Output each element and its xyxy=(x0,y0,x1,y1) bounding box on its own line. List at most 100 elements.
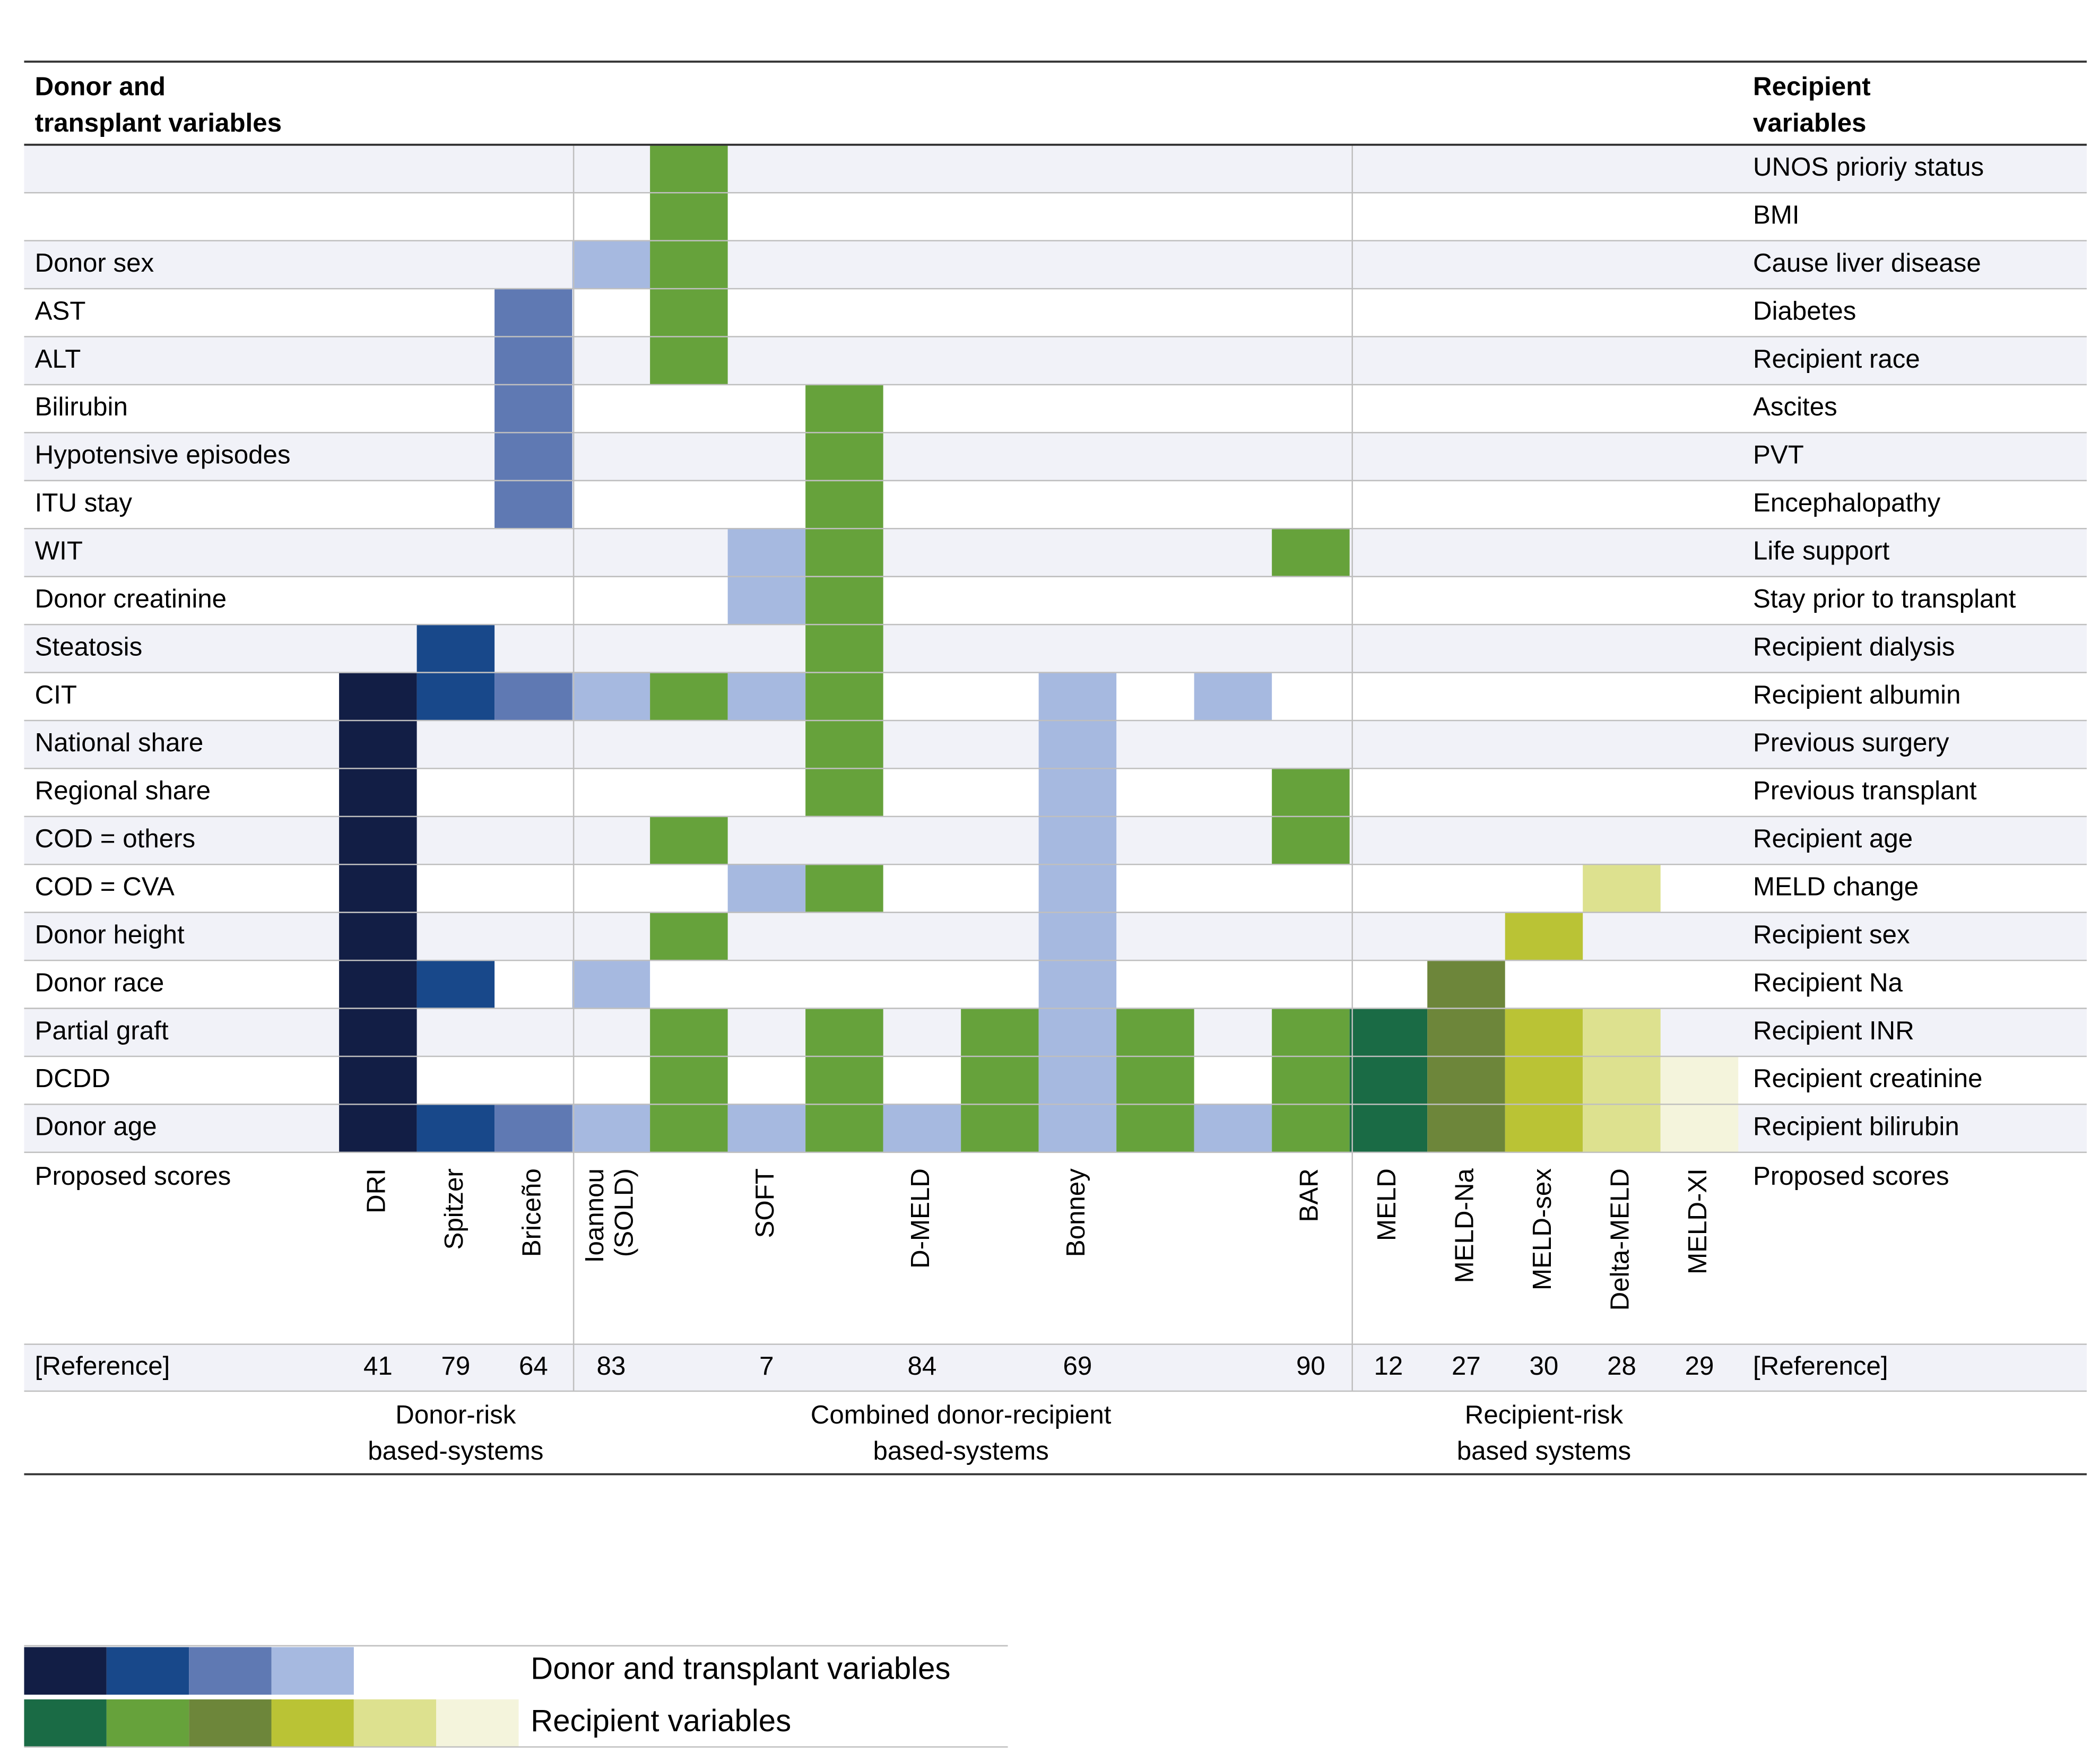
proposed-scores-label: Proposed scores xyxy=(35,1161,231,1191)
group-label: based-systems xyxy=(873,1436,1049,1465)
matrix-cells xyxy=(339,144,1739,1152)
group-label: Combined donor-recipient xyxy=(811,1400,1112,1429)
matrix-cell xyxy=(1583,1104,1661,1152)
group-label: Donor-risk xyxy=(395,1400,516,1429)
recipient-variable-label: Ascites xyxy=(1753,392,1837,421)
matrix-cell xyxy=(1038,720,1117,769)
reference-number: 28 xyxy=(1607,1351,1636,1381)
donor-variable-label: Hypotensive episodes xyxy=(35,440,291,470)
legend-recipient-swatch xyxy=(436,1699,519,1747)
matrix-cell xyxy=(1427,1104,1505,1152)
score-name-label: (SOLD) xyxy=(610,1168,639,1257)
donor-variable-label: CIT xyxy=(35,680,77,709)
matrix-cell xyxy=(494,480,572,529)
matrix-cell xyxy=(1272,768,1350,817)
donor-variable-label: Donor creatinine xyxy=(35,584,227,613)
matrix-cell xyxy=(1660,1104,1739,1152)
group-label: Recipient-risk xyxy=(1465,1400,1624,1429)
matrix-cell xyxy=(339,672,417,721)
recipient-variable-label: Diabetes xyxy=(1753,296,1856,325)
score-name-label: MELD-Na xyxy=(1450,1168,1479,1283)
matrix-cell xyxy=(805,720,883,769)
score-name-label: BAR xyxy=(1294,1168,1323,1222)
donor-variable-label: Donor sex xyxy=(35,248,154,277)
matrix-cell xyxy=(650,1008,728,1056)
reference-number: 41 xyxy=(363,1351,393,1381)
matrix-cell xyxy=(805,1008,883,1056)
matrix-cell xyxy=(727,864,806,913)
score-name-label: Bonney xyxy=(1061,1168,1090,1257)
reference-number: 83 xyxy=(596,1351,626,1381)
matrix-cell xyxy=(1116,1008,1194,1056)
recipient-variable-label: Life support xyxy=(1753,536,1890,565)
matrix-cell xyxy=(339,816,417,865)
recipient-variable-label: Cause liver disease xyxy=(1753,248,1981,277)
matrix-cell xyxy=(572,1104,650,1152)
matrix-cell xyxy=(1349,1008,1428,1056)
matrix-cell xyxy=(339,768,417,817)
legend-recipient-swatch xyxy=(24,1699,107,1747)
matrix-cell xyxy=(883,1104,961,1152)
recipient-variable-label: BMI xyxy=(1753,200,1800,229)
matrix-cell xyxy=(339,1104,417,1152)
matrix-cell xyxy=(1038,960,1117,1009)
donor-variable-label: ITU stay xyxy=(35,488,133,517)
reference-number: 84 xyxy=(907,1351,936,1381)
matrix-cell xyxy=(961,1008,1039,1056)
matrix-cell xyxy=(805,1056,883,1105)
row-stripe xyxy=(24,432,2087,481)
donor-variable-label: Partial graft xyxy=(35,1016,169,1045)
matrix-cell xyxy=(1038,1104,1117,1152)
score-name-label: DRI xyxy=(361,1168,391,1213)
matrix-cell xyxy=(805,480,883,529)
legend-recipient-swatch xyxy=(271,1699,354,1747)
group-label: based-systems xyxy=(368,1436,543,1465)
matrix-cell xyxy=(416,960,495,1009)
legend-donor-swatch xyxy=(106,1647,189,1695)
donor-variables-title: Donor and xyxy=(35,72,166,101)
recipient-variable-label: Recipient race xyxy=(1753,344,1920,374)
matrix-cell xyxy=(339,720,417,769)
matrix-cell xyxy=(494,289,572,337)
row-stripe xyxy=(24,240,2087,289)
recipient-variable-label: Recipient INR xyxy=(1753,1016,1914,1045)
matrix-cell xyxy=(1272,528,1350,577)
matrix-cell xyxy=(1427,1056,1505,1105)
matrix-cell xyxy=(1583,1056,1661,1105)
reference-number: 69 xyxy=(1063,1351,1092,1381)
legend-recipient-swatch xyxy=(353,1699,437,1747)
matrix-cell xyxy=(1116,1056,1194,1105)
legend-recipient-swatch xyxy=(189,1699,272,1747)
donor-variable-label: Bilirubin xyxy=(35,392,128,421)
matrix-cell xyxy=(805,624,883,673)
matrix-cell xyxy=(650,336,728,385)
matrix-cell xyxy=(1583,1008,1661,1056)
recipient-variables-title: Recipient xyxy=(1753,72,1871,101)
row-stripe xyxy=(24,144,2087,193)
score-name-label: MELD xyxy=(1372,1168,1401,1241)
recipient-variable-label: Recipient dialysis xyxy=(1753,632,1955,661)
proposed-scores-label-right: Proposed scores xyxy=(1753,1161,1949,1191)
score-name-label: MELD-sex xyxy=(1528,1168,1557,1290)
matrix-cell xyxy=(1427,960,1505,1009)
recipient-variable-label: MELD change xyxy=(1753,872,1919,901)
matrix-cell xyxy=(805,768,883,817)
matrix-cell xyxy=(1038,1056,1117,1105)
donor-variable-label: Steatosis xyxy=(35,632,143,661)
matrix-cell xyxy=(1505,1056,1583,1105)
figure-text: Donor and transplant variables Recipient va… xyxy=(35,72,2016,1465)
matrix-cell xyxy=(416,1104,495,1152)
donor-variable-label: COD = others xyxy=(35,824,195,853)
matrix-cell xyxy=(805,432,883,481)
recipient-variable-label: Recipient bilirubin xyxy=(1753,1112,1959,1141)
matrix-cell xyxy=(1505,912,1583,961)
reference-number: 64 xyxy=(519,1351,548,1381)
matrix-cell xyxy=(650,912,728,961)
recipient-variable-label: Recipient age xyxy=(1753,824,1913,853)
recipient-variable-label: PVT xyxy=(1753,440,1804,470)
matrix-cell xyxy=(650,193,728,241)
matrix-cell xyxy=(1272,1008,1350,1056)
recipient-variable-label: UNOS prioriy status xyxy=(1753,152,1984,181)
group-label: based systems xyxy=(1457,1436,1631,1465)
